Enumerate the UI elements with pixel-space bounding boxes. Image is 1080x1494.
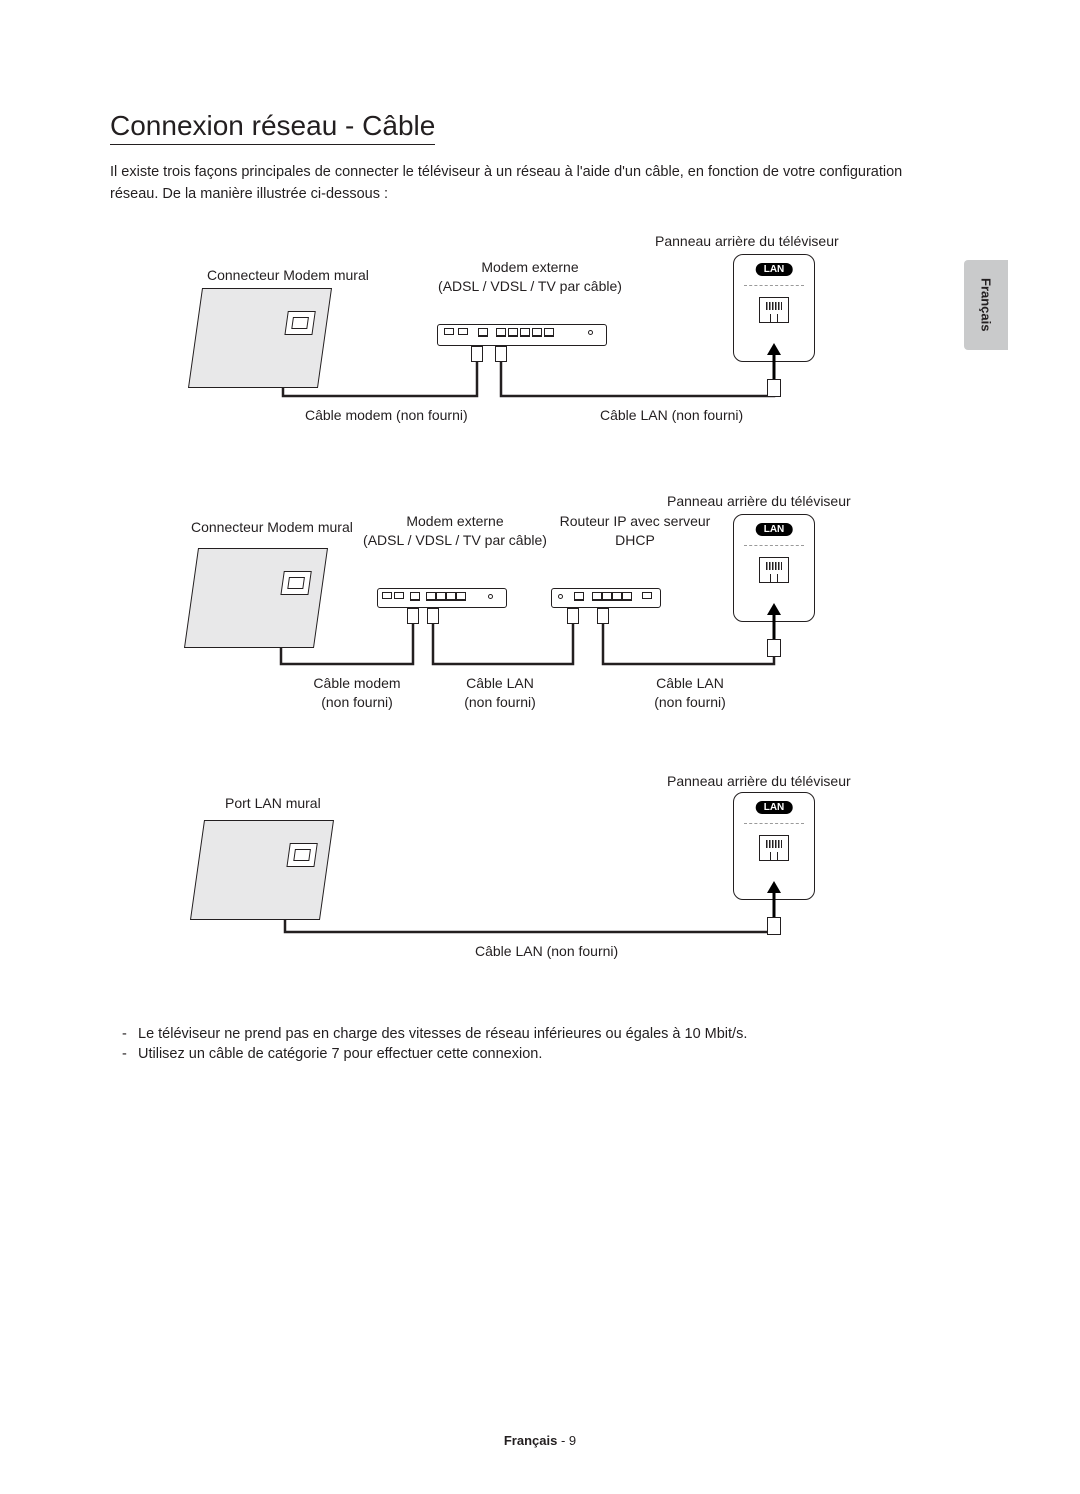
wall-jack-icon — [280, 571, 311, 595]
label-cable-lan-2b: Câble LAN (non fourni) — [635, 674, 745, 712]
page-title: Connexion réseau - Câble — [110, 110, 435, 145]
tv-panel-3: LAN — [733, 792, 815, 900]
lan-badge: LAN — [756, 523, 793, 536]
lan-badge: LAN — [756, 263, 793, 276]
tv-panel-1: LAN — [733, 254, 815, 362]
note-item: Le téléviseur ne prend pas en charge des… — [110, 1026, 970, 1042]
label-cable-modem-1: Câble modem (non fourni) — [305, 406, 468, 425]
connector-icon — [495, 346, 507, 362]
modem-device-2 — [377, 588, 507, 608]
connector-icon — [567, 608, 579, 624]
connector-icon — [407, 608, 419, 624]
label-cable-lan-2a: Câble LAN (non fourni) — [445, 674, 555, 712]
lan-badge: LAN — [756, 801, 793, 814]
label-cable-modem-2: Câble modem (non fourni) — [297, 674, 417, 712]
modem-device-1 — [437, 324, 607, 346]
connector-icon — [427, 608, 439, 624]
label-line: Câble LAN — [466, 675, 534, 691]
connector-icon — [471, 346, 483, 362]
tv-panel-2: LAN — [733, 514, 815, 622]
connector-icon — [767, 639, 781, 657]
label-line: Câble modem — [313, 675, 400, 691]
arrow-up-icon — [767, 603, 781, 615]
arrow-up-icon — [767, 881, 781, 893]
label-cable-lan-3: Câble LAN (non fourni) — [475, 942, 618, 961]
diagram-3: Panneau arrière du téléviseur Port LAN m… — [155, 776, 925, 976]
wall-jack-icon — [286, 843, 317, 867]
footer-page-number: 9 — [569, 1433, 576, 1448]
rj45-icon — [759, 835, 789, 861]
label-line: (non fourni) — [464, 694, 536, 710]
router-device — [551, 588, 661, 608]
connector-icon — [767, 917, 781, 935]
connector-icon — [597, 608, 609, 624]
rj45-icon — [759, 557, 789, 583]
language-tab: Français — [964, 260, 1008, 350]
connector-icon — [767, 379, 781, 397]
notes-list: Le téléviseur ne prend pas en charge des… — [110, 1026, 970, 1062]
wall-panel-1 — [188, 288, 332, 388]
wall-panel-2 — [184, 548, 328, 648]
label-line: Câble LAN — [656, 675, 724, 691]
diagram-1: Panneau arrière du téléviseur Connecteur… — [155, 236, 925, 446]
language-tab-label: Français — [979, 278, 994, 331]
diagram-2: Panneau arrière du téléviseur Connecteur… — [155, 496, 925, 726]
wall-jack-icon — [284, 311, 315, 335]
label-line: (non fourni) — [321, 694, 393, 710]
rj45-icon — [759, 297, 789, 323]
footer-language: Français — [504, 1433, 557, 1448]
wall-panel-3 — [190, 820, 334, 920]
label-line: (non fourni) — [654, 694, 726, 710]
label-cable-lan-1: Câble LAN (non fourni) — [600, 406, 743, 425]
diagrams: Panneau arrière du téléviseur Connecteur… — [110, 236, 970, 976]
note-item: Utilisez un câble de catégorie 7 pour ef… — [110, 1046, 970, 1062]
page-footer: Français - 9 — [0, 1433, 1080, 1448]
arrow-up-icon — [767, 343, 781, 355]
intro-text: Il existe trois façons principales de co… — [110, 161, 940, 206]
